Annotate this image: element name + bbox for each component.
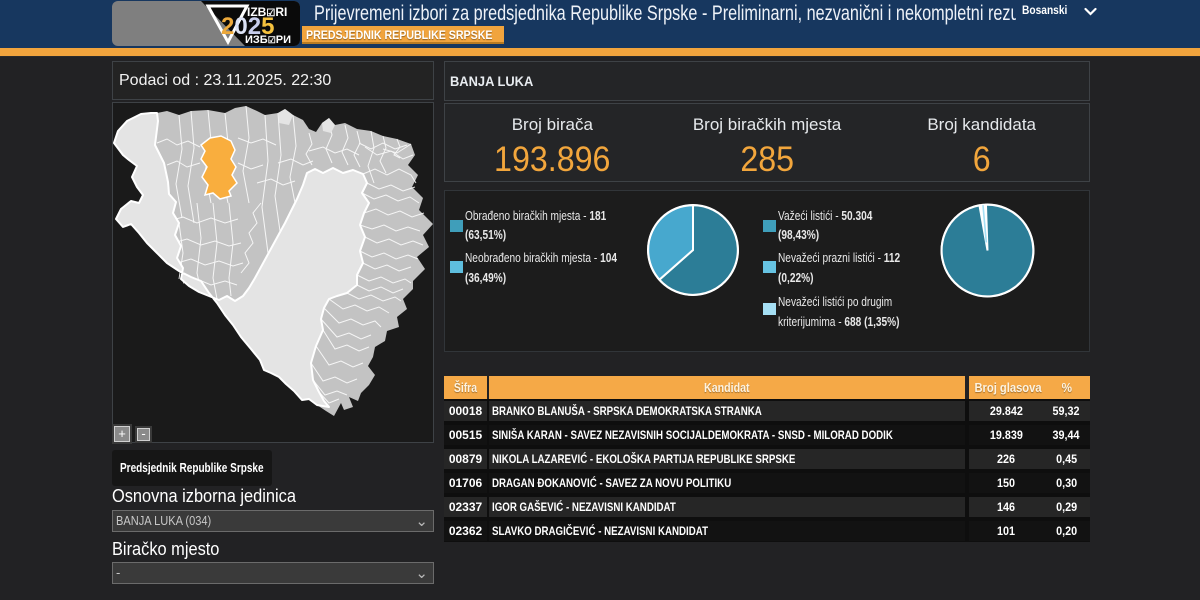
- svg-text:ИЗБ☑РИ: ИЗБ☑РИ: [245, 34, 291, 46]
- svg-text:2025: 2025: [221, 13, 274, 40]
- svg-text:IZB☑RI: IZB☑RI: [247, 5, 287, 19]
